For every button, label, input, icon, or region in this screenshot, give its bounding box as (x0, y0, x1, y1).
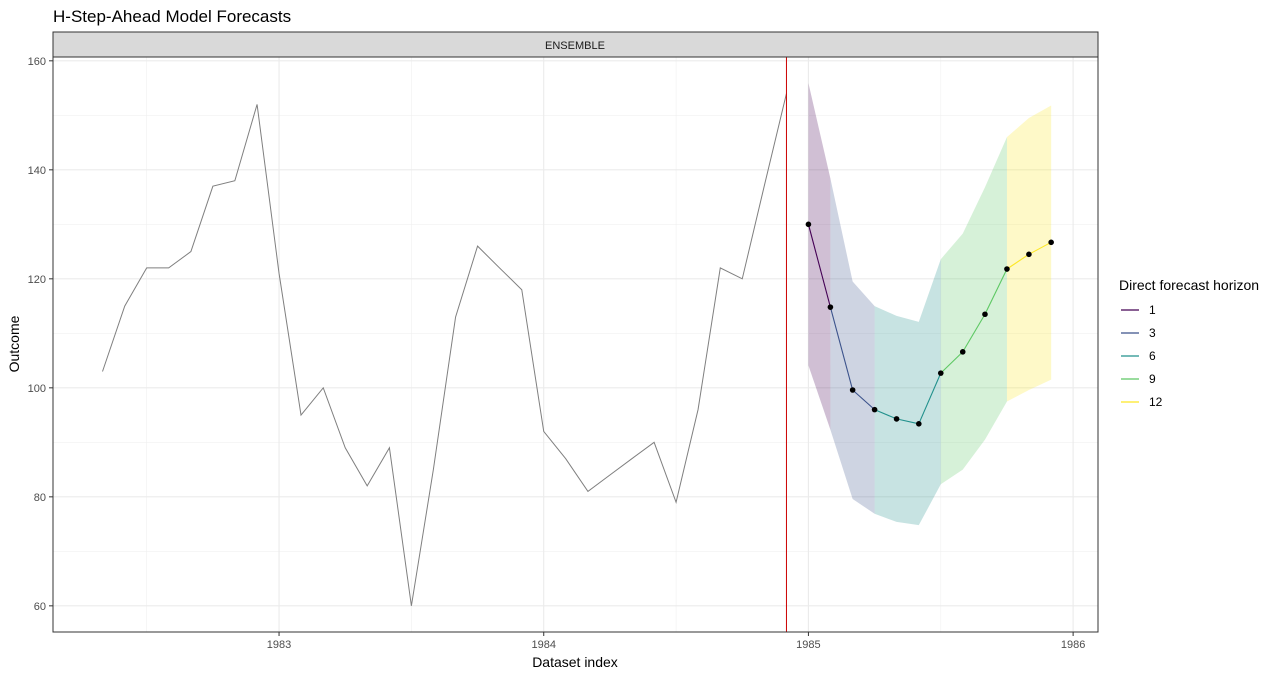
forecast-point (1026, 251, 1032, 258)
x-tick-label: 1986 (1061, 639, 1085, 651)
y-tick-label: 80 (34, 492, 46, 504)
legend-label-3: 3 (1149, 326, 1156, 340)
legend-label-1: 1 (1149, 303, 1156, 317)
x-tick-label: 1984 (531, 639, 555, 651)
forecast-segment-h3 (829, 307, 854, 391)
forecast-point (827, 304, 834, 310)
y-axis-title: Outcome (6, 315, 22, 372)
forecast-segment-h1 (807, 224, 831, 308)
forecast-point (1048, 239, 1054, 246)
forecast-band-h1 (808, 83, 831, 430)
legend-label-12: 12 (1149, 395, 1163, 409)
forecast-segment-h9 (984, 268, 1008, 315)
forecast-band-h6 (874, 259, 941, 526)
forecast-bands (808, 83, 1052, 526)
y-tick-label: 100 (28, 383, 46, 395)
legend: Direct forecast horizon 1 3 6 9 12 (1119, 277, 1259, 409)
forecast-point (937, 370, 944, 376)
forecast-band-h3 (830, 178, 875, 514)
forecast-band-h9 (940, 137, 1007, 485)
forecast-point (871, 406, 878, 413)
forecast-segment-h12 (1006, 253, 1030, 270)
y-tick-label: 140 (28, 165, 46, 177)
y-tick-label: 60 (34, 601, 46, 613)
legend-label-9: 9 (1149, 372, 1156, 386)
panel-border (52, 56, 1099, 633)
forecast-point (849, 387, 856, 393)
y-tick-label: 120 (28, 274, 46, 286)
x-tick-label: 1983 (267, 639, 291, 651)
x-axis-title: Dataset index (532, 654, 618, 670)
chart-title: H-Step-Ahead Model Forecasts (53, 7, 291, 26)
legend-label-6: 6 (1149, 349, 1156, 363)
facet-label: ENSEMBLE (545, 40, 605, 52)
forecast-segment-h6 (874, 409, 897, 420)
y-tick-label: 160 (28, 56, 46, 68)
facet-strip (52, 31, 1099, 58)
forecast-segment-h9 (962, 313, 986, 353)
x-tick-label: 1985 (796, 639, 820, 651)
legend-title: Direct forecast horizon (1119, 277, 1259, 293)
forecast-point (893, 416, 900, 422)
series-lines (102, 57, 1052, 632)
forecast-segment-h6 (918, 372, 942, 425)
forecast-point (1004, 266, 1010, 272)
forecast-segment-h12 (1028, 241, 1052, 255)
forecast-segment-h3 (852, 389, 875, 411)
grid (53, 57, 1098, 632)
forecast-segment-h9 (940, 351, 964, 374)
forecast-point (959, 349, 966, 355)
forecast-point (805, 221, 812, 228)
forecast-points (805, 221, 1054, 427)
x-axis: 1983 1984 1985 1986 (267, 632, 1085, 651)
y-axis: 60 80 100 120 140 160 (28, 56, 53, 613)
history-line (102, 93, 787, 606)
forecast-segment-h6 (896, 418, 919, 425)
forecast-point (982, 311, 988, 318)
forecast-point (916, 421, 922, 427)
